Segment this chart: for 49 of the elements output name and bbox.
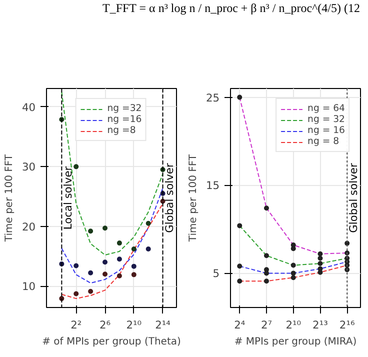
point [102,226,108,231]
x-tick-label: 2¹⁶ [339,318,355,332]
point [74,263,79,268]
y-axis-title: Time per 100 FFT [188,154,199,243]
x-tick-label: 2¹⁴ [155,318,170,332]
y-tick-label: 30 [22,160,36,174]
legend-label: ng = 8 [308,136,340,147]
y-tick-label: 10 [22,280,36,294]
point [88,228,94,234]
ref-line-label: Global solver [347,162,360,233]
legend-label: ng = 64 [308,103,345,114]
point [74,164,79,170]
y-tick-label: 40 [22,101,36,114]
point [116,256,122,262]
legend-label: ng =8 [107,125,136,136]
line-series [61,92,164,256]
legend-label: ng = 32 [308,114,345,125]
point [88,270,94,276]
legend-label: ng = 16 [308,125,345,136]
x-tick-label: 2¹⁰ [286,318,302,332]
point [102,260,108,265]
x-tick-label: 2¹³ [312,318,328,332]
x-tick-label: 2⁷ [260,318,272,332]
point [131,246,136,252]
point [116,273,122,278]
point [131,264,136,269]
legend-label: ng =32 [107,103,142,114]
legend-label: ng =16 [107,114,142,125]
text: T_FFT = α n³ log n / n_proc + β n³ / n_proc^(4/5) (12 [102,0,360,17]
x-axis-title: # of MPIs per group (Theta) [42,336,182,348]
point [74,291,79,296]
y-tick-label: 5 [212,267,220,280]
point [102,272,108,277]
point [146,246,151,252]
x-tick-label: 2⁶ [99,318,111,332]
y-axis-title: Time per 100 FFT [4,154,15,243]
ref-line-label: Local solver [62,166,75,230]
y-tick-label: 15 [206,179,220,192]
x-tick-label: 2¹⁰ [126,318,142,332]
x-axis-title: # MPIs per group (MIRA) [234,336,357,348]
y-tick-label: 25 [206,91,220,104]
point [131,272,136,278]
y-tick-label: 20 [22,220,36,234]
x-tick-label: 2⁴ [234,318,246,332]
point [116,240,122,246]
ref-line-label: Global solver [162,162,176,233]
point [146,220,151,226]
point [88,288,94,294]
x-tick-label: 2² [70,318,82,332]
